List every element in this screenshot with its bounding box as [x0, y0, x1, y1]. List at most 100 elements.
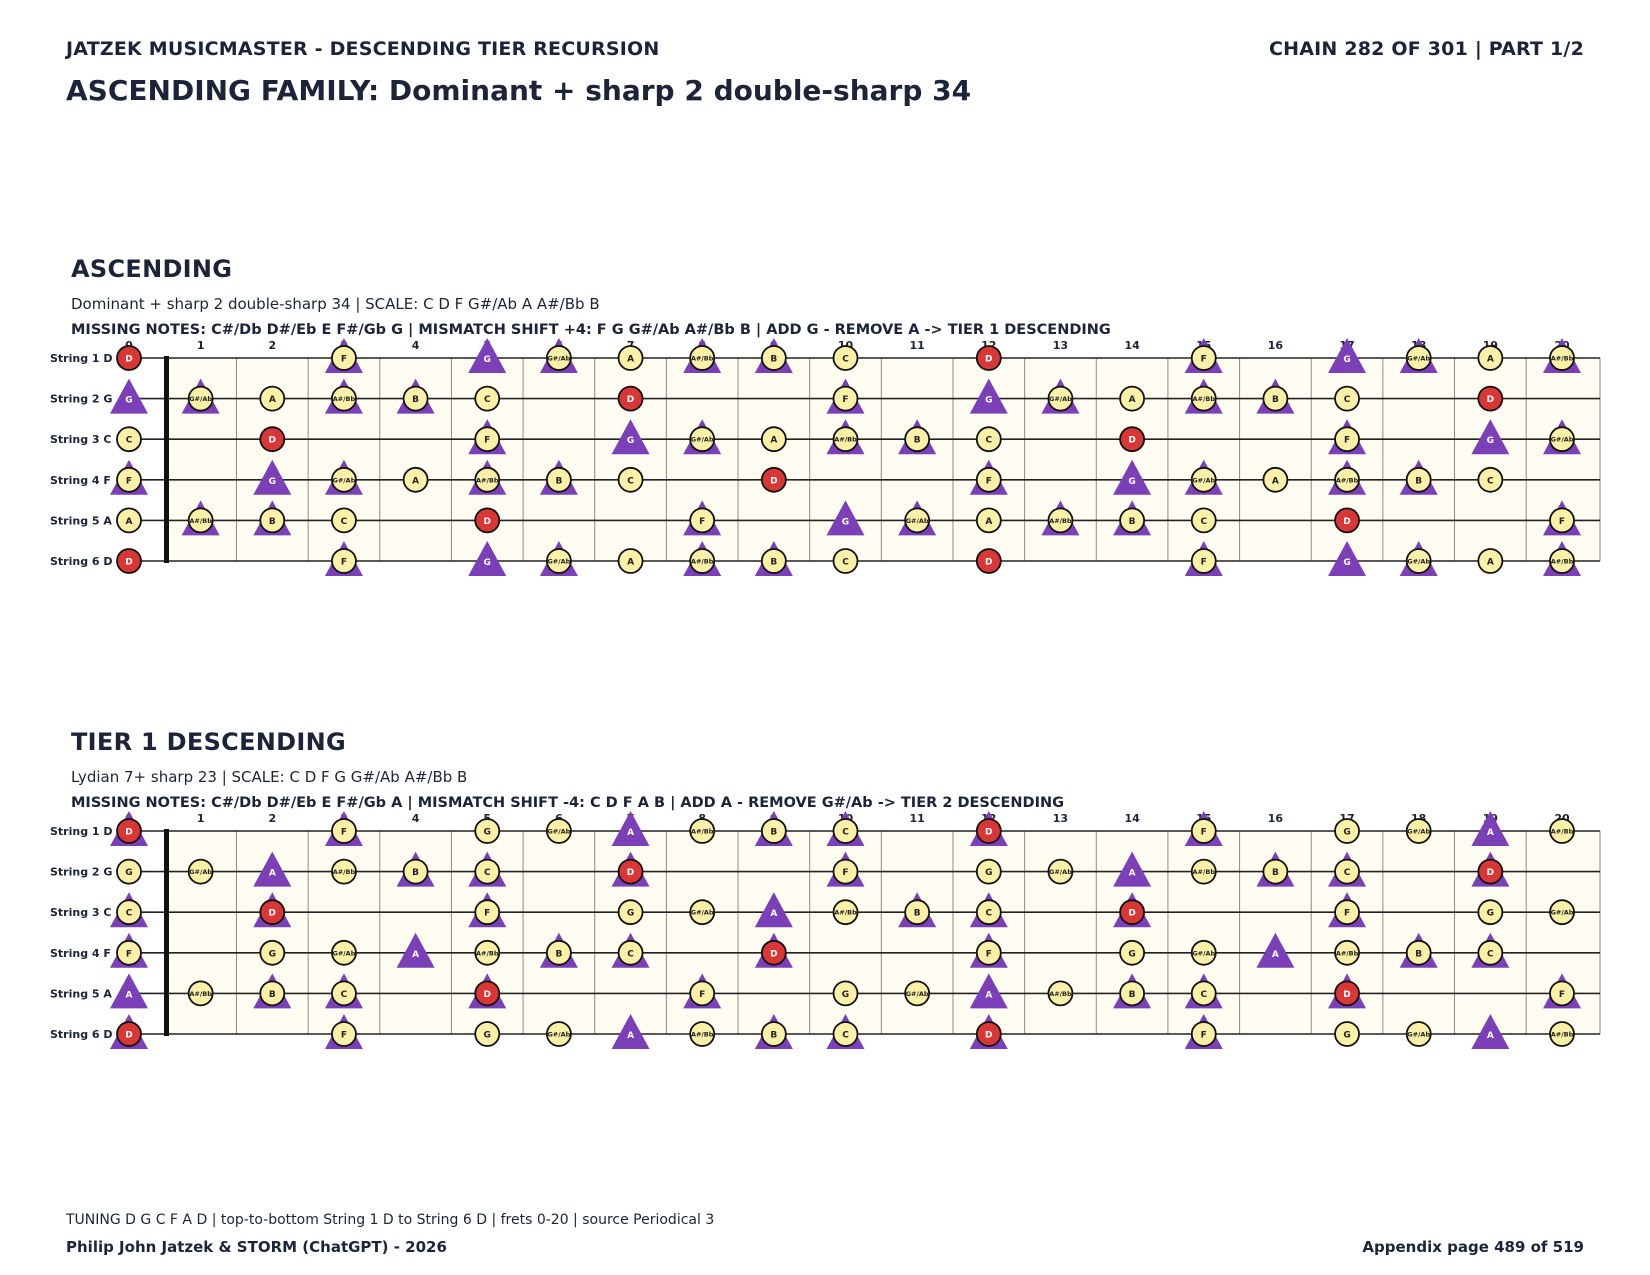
note-label: A — [1487, 355, 1494, 365]
note-label: B — [770, 355, 777, 365]
note-label: F — [1201, 828, 1207, 838]
note-label: C — [1487, 949, 1494, 959]
scale-note-marker — [1334, 1021, 1360, 1047]
scale-note-marker — [546, 548, 572, 574]
scale-note-marker — [331, 980, 357, 1007]
note-label: G — [484, 828, 491, 838]
note-label: A — [627, 558, 634, 568]
root-note-marker — [474, 980, 501, 1007]
note-label: B — [1415, 476, 1422, 486]
root-note-marker — [617, 858, 644, 885]
scale-note-marker — [474, 858, 501, 885]
note-label: F — [1559, 990, 1565, 1000]
scale-note-marker — [546, 818, 572, 844]
scale-note-marker — [975, 939, 1002, 966]
scale-note-marker — [1549, 345, 1575, 371]
root-note-marker — [259, 899, 286, 926]
footer-author: Philip John Jatzek & STORM (ChatGPT) - 2… — [66, 1238, 447, 1256]
scale-note-marker — [1190, 818, 1217, 844]
note-label: D — [269, 436, 276, 446]
note-label: A#/Bb — [1551, 1031, 1574, 1039]
scale-note-marker — [975, 507, 1002, 534]
note-label: F — [1201, 1031, 1207, 1041]
root-note-marker — [975, 818, 1002, 844]
fret-number: 11 — [909, 812, 924, 825]
note-label: G — [125, 868, 132, 878]
note-label: F — [484, 909, 490, 919]
note-label: F — [341, 355, 347, 365]
note-label: G#/Ab — [547, 828, 570, 836]
scale-note-marker — [1549, 980, 1575, 1007]
scale-note-marker — [975, 858, 1002, 885]
scale-note-marker — [402, 466, 429, 493]
scale-note-marker — [474, 818, 501, 844]
note-label: C — [1344, 395, 1351, 405]
note-label: D — [985, 1031, 992, 1041]
note-label: G — [269, 477, 276, 487]
root-note-marker — [116, 818, 142, 844]
note-label: A — [1487, 828, 1494, 838]
string-label: String 6 D — [50, 555, 113, 568]
scale-note-marker — [331, 818, 357, 844]
note-label: G — [627, 909, 634, 919]
note-label: A#/Bb — [691, 1031, 714, 1039]
fretboard-diagram: String 1 D String 2 G String 3 C String 4 F… — [50, 338, 1601, 576]
note-label: B — [770, 558, 777, 568]
note-label: F — [1344, 909, 1350, 919]
missing-note-triangle — [110, 378, 148, 414]
note-label: G — [1128, 949, 1135, 959]
scale-note-marker — [1119, 507, 1145, 534]
fret-number: 2 — [268, 339, 276, 352]
note-label: F — [341, 1031, 347, 1041]
note-label: F — [842, 868, 848, 878]
root-note-marker — [1477, 385, 1504, 412]
root-note-marker — [116, 345, 142, 371]
scale-note-marker — [689, 818, 716, 844]
scale-note-marker — [1549, 426, 1575, 453]
section-title: TIER 1 DESCENDING — [71, 728, 347, 756]
scale-note-marker — [187, 858, 214, 885]
note-label: A — [985, 517, 992, 527]
note-label: A#/Bb — [1193, 868, 1216, 876]
missing-note-triangle — [1471, 419, 1510, 455]
note-label: A#/Bb — [691, 558, 714, 566]
scale-note-marker — [689, 1021, 716, 1047]
note-label: A — [627, 1031, 634, 1041]
note-label: C — [842, 558, 849, 568]
missing-note-triangle — [611, 1014, 650, 1049]
note-label: F — [126, 949, 132, 959]
string-label: String 2 G — [50, 393, 112, 406]
root-note-marker — [760, 466, 787, 493]
missing-note-triangle — [468, 338, 507, 373]
note-label: B — [1129, 517, 1136, 527]
nut — [164, 356, 169, 563]
note-label: A#/Bb — [1551, 828, 1574, 836]
note-label: G — [1487, 436, 1494, 446]
note-label: G#/Ab — [1407, 558, 1430, 566]
note-label: G — [269, 949, 276, 959]
fret-number: 11 — [909, 339, 924, 352]
scale-note-marker — [760, 345, 787, 371]
missing-note-triangle — [1471, 1014, 1510, 1049]
note-label: B — [1129, 990, 1136, 1000]
fret-number: 1 — [197, 339, 205, 352]
scale-note-marker — [617, 939, 644, 966]
note-label: A#/Bb — [333, 395, 356, 403]
scale-note-marker — [331, 548, 357, 574]
missing-note-triangle — [826, 500, 865, 536]
fret-number: 13 — [1053, 339, 1068, 352]
note-label: A#/Bb — [1336, 949, 1359, 957]
note-label: F — [341, 828, 347, 838]
note-label: A — [1272, 476, 1279, 486]
scale-note-marker — [1405, 548, 1432, 574]
note-label: G#/Ab — [547, 1031, 570, 1039]
note-label: D — [125, 828, 132, 838]
section-missing-notes: MISSING NOTES: C#/Db D#/Eb E F#/Gb G | M… — [71, 322, 1111, 338]
scale-note-marker — [1190, 466, 1217, 493]
scale-note-marker — [402, 385, 429, 412]
note-label: B — [1415, 949, 1422, 959]
note-label: G#/Ab — [1551, 909, 1574, 917]
note-label: A#/Bb — [333, 868, 356, 876]
note-label: A — [269, 869, 276, 879]
note-label: G#/Ab — [1407, 355, 1430, 363]
